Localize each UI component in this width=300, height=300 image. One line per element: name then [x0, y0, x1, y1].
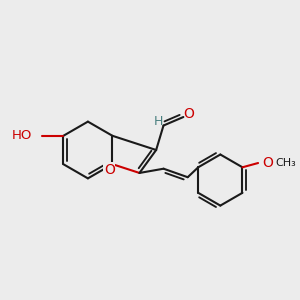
Text: O: O	[104, 163, 115, 177]
Text: H: H	[154, 115, 163, 128]
Text: O: O	[262, 156, 273, 170]
Text: O: O	[184, 106, 194, 121]
Text: HO: HO	[12, 129, 32, 142]
Text: CH₃: CH₃	[275, 158, 296, 168]
